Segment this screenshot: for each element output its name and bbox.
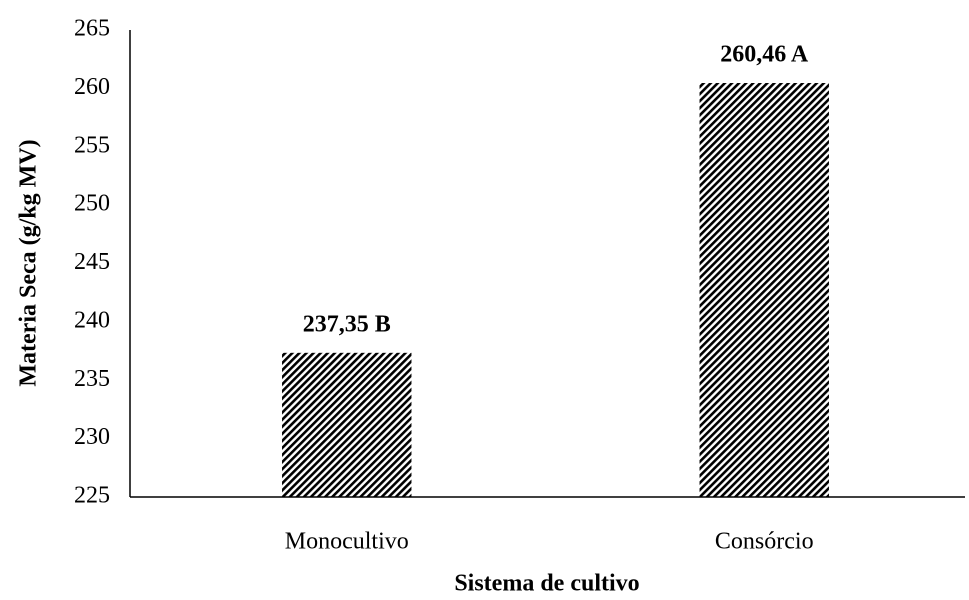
y-tick-label: 225 [74, 483, 110, 509]
y-tick-label: 240 [74, 307, 110, 333]
y-tick-label: 235 [74, 366, 110, 392]
y-tick-label: 255 [74, 132, 110, 158]
bar [699, 83, 829, 497]
y-tick-label: 265 [74, 16, 110, 42]
y-tick-label: 260 [74, 74, 110, 100]
bar [282, 352, 412, 497]
data-label: 260,46 A [720, 42, 809, 68]
y-tick-label: 250 [74, 191, 110, 217]
y-tick-label: 245 [74, 249, 110, 275]
x-tick-label: Monocultivo [285, 529, 409, 555]
x-tick-label: Consórcio [715, 529, 814, 555]
data-label: 237,35 B [303, 311, 391, 337]
y-tick-label: 230 [74, 424, 110, 450]
y-axis-title: Materia Seca (g/kg MV) [16, 139, 42, 386]
x-axis-title: Sistema de cultivo [454, 571, 639, 597]
